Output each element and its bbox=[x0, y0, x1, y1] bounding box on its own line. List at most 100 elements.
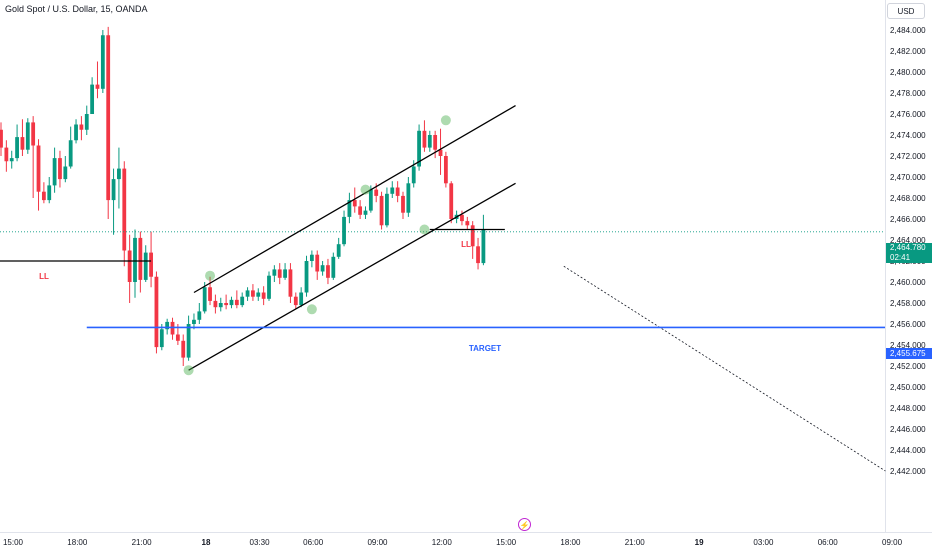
candle bbox=[288, 263, 293, 303]
candle bbox=[100, 30, 105, 93]
y-tick-label: 2,460.000 bbox=[890, 278, 926, 287]
candle bbox=[218, 297, 223, 312]
candle bbox=[293, 292, 298, 310]
candle bbox=[326, 258, 330, 285]
candle bbox=[224, 294, 229, 310]
candle bbox=[208, 276, 212, 306]
x-tick-label: 12:00 bbox=[432, 538, 453, 547]
candle bbox=[342, 210, 346, 247]
projection-line[interactable] bbox=[563, 265, 886, 472]
x-tick-label: 18:00 bbox=[67, 538, 88, 547]
swing-marker bbox=[440, 115, 451, 126]
candle bbox=[149, 231, 153, 288]
candle bbox=[347, 192, 352, 224]
y-tick-label: 2,450.000 bbox=[890, 383, 926, 392]
candle bbox=[261, 286, 266, 306]
candle bbox=[438, 128, 443, 175]
candle bbox=[234, 290, 239, 309]
x-tick-label: 15:00 bbox=[3, 538, 24, 547]
candle bbox=[320, 261, 325, 276]
x-tick-label: 19 bbox=[695, 538, 704, 547]
candle bbox=[358, 200, 363, 219]
ll-label-left: LL bbox=[39, 272, 49, 281]
candle bbox=[52, 147, 57, 193]
candle bbox=[470, 221, 475, 259]
candle bbox=[277, 263, 282, 285]
y-tick-label: 2,472.000 bbox=[890, 152, 926, 161]
y-tick-label: 2,474.000 bbox=[890, 131, 926, 140]
candle bbox=[433, 130, 438, 159]
y-tick-label: 2,452.000 bbox=[890, 362, 926, 371]
candle bbox=[159, 324, 164, 351]
candle bbox=[106, 26, 111, 219]
lightning-bolt-icon[interactable]: ⚡ bbox=[518, 518, 531, 531]
y-tick-label: 2,484.000 bbox=[890, 26, 926, 35]
candle bbox=[401, 191, 405, 219]
candle bbox=[74, 119, 78, 144]
candle bbox=[240, 292, 245, 308]
x-tick-label: 03:00 bbox=[753, 538, 774, 547]
x-tick-label: 21:00 bbox=[132, 538, 153, 547]
last-price-tag: 2,464.780 02:41 bbox=[886, 243, 932, 263]
currency-selector[interactable]: USD bbox=[887, 3, 925, 19]
candle bbox=[154, 271, 159, 354]
candle bbox=[111, 168, 116, 235]
candle bbox=[58, 150, 62, 188]
candle bbox=[406, 177, 411, 217]
candle bbox=[331, 252, 336, 280]
candle bbox=[15, 124, 19, 162]
bar-countdown: 02:41 bbox=[890, 253, 911, 262]
candle bbox=[133, 229, 137, 298]
y-tick-label: 2,458.000 bbox=[890, 299, 926, 308]
candle bbox=[352, 187, 357, 213]
candle bbox=[422, 120, 427, 152]
candle bbox=[90, 77, 95, 114]
candle bbox=[363, 206, 368, 219]
candle bbox=[449, 181, 454, 224]
y-tick-label: 2,482.000 bbox=[890, 47, 926, 56]
candle bbox=[299, 287, 304, 308]
symbol-title: Gold Spot / U.S. Dollar, 15, OANDA bbox=[5, 4, 148, 14]
x-tick-label: 15:00 bbox=[496, 538, 517, 547]
candle bbox=[79, 116, 84, 141]
x-tick-label: 06:00 bbox=[818, 538, 839, 547]
candle bbox=[256, 288, 261, 301]
y-tick-label: 2,466.000 bbox=[890, 215, 926, 224]
y-tick-label: 2,478.000 bbox=[890, 89, 926, 98]
y-tick-label: 2,446.000 bbox=[890, 425, 926, 434]
candle bbox=[379, 191, 384, 230]
candle bbox=[181, 334, 186, 366]
candle bbox=[390, 181, 395, 198]
candle bbox=[143, 245, 148, 282]
y-tick-label: 2,470.000 bbox=[890, 173, 926, 182]
candle bbox=[68, 126, 73, 169]
x-tick-label: 06:00 bbox=[303, 538, 324, 547]
candle bbox=[186, 315, 191, 361]
swing-marker bbox=[306, 304, 317, 315]
y-tick-label: 2,444.000 bbox=[890, 446, 926, 455]
x-tick-label: 18:00 bbox=[560, 538, 581, 547]
candle bbox=[47, 177, 52, 204]
candle bbox=[138, 231, 143, 293]
candle bbox=[197, 303, 202, 324]
y-tick-label: 2,468.000 bbox=[890, 194, 926, 203]
candle bbox=[443, 151, 448, 188]
candle bbox=[245, 287, 250, 301]
candle bbox=[272, 265, 277, 282]
candle bbox=[25, 118, 30, 154]
candle bbox=[315, 250, 320, 280]
channel-lower-line[interactable] bbox=[188, 182, 516, 371]
candle bbox=[460, 210, 464, 226]
candle bbox=[9, 150, 14, 169]
swing-marker bbox=[419, 224, 430, 235]
last-price-value: 2,464.780 bbox=[890, 243, 926, 252]
channel-upper-line[interactable] bbox=[193, 105, 516, 294]
candle bbox=[481, 214, 486, 266]
candle bbox=[41, 182, 46, 204]
candle bbox=[202, 282, 207, 314]
x-tick-label: 03:30 bbox=[250, 538, 271, 547]
target-label: TARGET bbox=[469, 344, 501, 353]
ll-label-right: LL bbox=[461, 240, 471, 249]
